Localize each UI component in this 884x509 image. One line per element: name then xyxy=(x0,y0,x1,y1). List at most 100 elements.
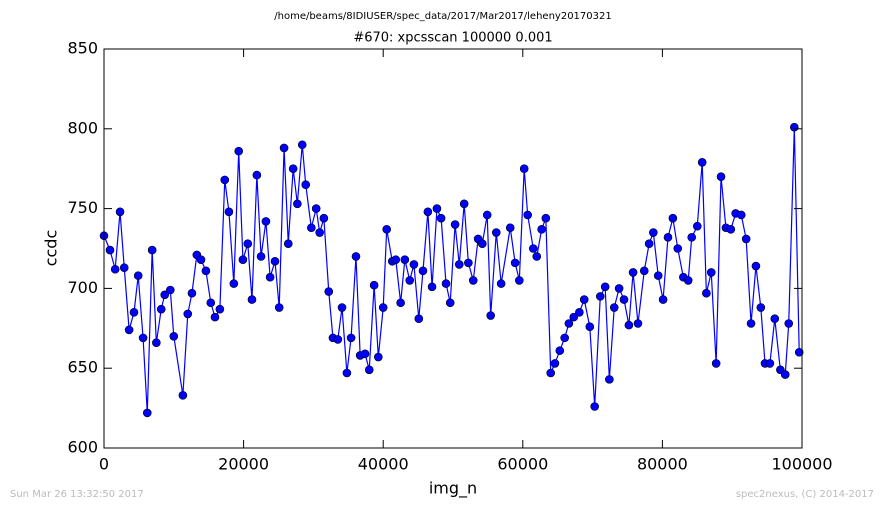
data-point xyxy=(692,221,702,231)
x-tick-label: 80000 xyxy=(637,455,688,474)
data-point xyxy=(147,245,157,255)
data-point xyxy=(391,255,401,264)
x-tick-label: 0 xyxy=(99,455,109,474)
data-point xyxy=(142,408,152,418)
data-point xyxy=(196,255,206,264)
x-tick-label: 20000 xyxy=(218,455,269,474)
data-point xyxy=(609,303,619,312)
data-point xyxy=(115,207,125,217)
data-point xyxy=(464,258,473,268)
data-point xyxy=(156,304,166,314)
data-point xyxy=(579,295,589,304)
data-point xyxy=(644,239,654,249)
data-point xyxy=(400,255,410,264)
data-point xyxy=(478,239,487,249)
data-point xyxy=(528,244,538,253)
data-point xyxy=(746,319,756,328)
y-tick-label: 750 xyxy=(67,198,98,217)
data-point xyxy=(751,261,761,271)
data-point xyxy=(496,279,506,288)
data-point xyxy=(224,207,234,217)
data-point xyxy=(374,352,383,362)
data-point xyxy=(790,122,799,132)
data-point xyxy=(450,220,460,229)
data-line xyxy=(103,127,800,413)
y-tick-label: 600 xyxy=(67,438,98,457)
data-point xyxy=(152,338,161,347)
data-point xyxy=(423,207,433,217)
data-point xyxy=(247,295,257,304)
data-point xyxy=(706,268,716,277)
data-point xyxy=(550,359,560,368)
footer-left: Sun Mar 26 13:32:50 2017 xyxy=(10,489,144,500)
data-point xyxy=(628,268,638,277)
data-point xyxy=(270,256,280,266)
data-point xyxy=(519,164,529,173)
data-point xyxy=(624,320,634,330)
data-point xyxy=(436,213,446,223)
data-point xyxy=(105,245,115,255)
data-point xyxy=(238,255,248,264)
data-point xyxy=(585,322,595,332)
data-point xyxy=(119,263,129,272)
data-point xyxy=(432,204,442,213)
data-point xyxy=(687,233,697,242)
data-point xyxy=(702,288,711,298)
data-point xyxy=(510,258,520,268)
data-point xyxy=(301,180,311,189)
data-point xyxy=(482,210,492,220)
data-point xyxy=(183,309,193,319)
x-tick-label: 60000 xyxy=(497,455,548,474)
x-tick-label: 100000 xyxy=(771,455,832,474)
plot-area: 0 20000 40000 60000 80000 100000 600 650 700 750 8… xyxy=(67,39,832,474)
data-point xyxy=(315,228,324,237)
data-point xyxy=(160,290,170,300)
data-point xyxy=(560,333,569,343)
x-tick-label: 40000 xyxy=(358,455,409,474)
data-point xyxy=(133,271,143,280)
data-point xyxy=(324,287,334,296)
data-point xyxy=(683,276,693,285)
data-point xyxy=(342,368,352,378)
data-point xyxy=(537,225,546,234)
data-point xyxy=(138,333,148,343)
data-point xyxy=(265,272,275,282)
y-tick-label: 850 xyxy=(67,39,98,58)
y-tick-label: 650 xyxy=(67,358,98,377)
data-point xyxy=(673,244,683,253)
data-point xyxy=(360,349,370,359)
y-axis-label: ccdc xyxy=(42,230,61,267)
data-point xyxy=(319,213,329,223)
data-point xyxy=(187,288,197,298)
data-point xyxy=(215,304,225,314)
data-point xyxy=(288,164,298,173)
data-point xyxy=(523,210,532,220)
y-tick-label: 800 xyxy=(67,118,98,137)
data-point xyxy=(110,264,120,274)
y-tick-label: 700 xyxy=(67,278,98,297)
data-point xyxy=(229,279,239,288)
data-point xyxy=(333,335,343,344)
data-point xyxy=(765,359,775,368)
data-point xyxy=(486,311,495,320)
data-point xyxy=(532,252,542,261)
data-point xyxy=(515,276,524,285)
data-point xyxy=(382,225,391,234)
data-point xyxy=(726,225,736,234)
data-point xyxy=(600,282,610,292)
data-point xyxy=(454,260,464,269)
data-point xyxy=(169,331,179,341)
data-point xyxy=(414,314,424,324)
data-point xyxy=(505,223,515,233)
data-point xyxy=(409,260,419,269)
footer-right: spec2nexus, (C) 2014-2017 xyxy=(736,489,874,500)
data-point xyxy=(243,239,253,249)
data-point xyxy=(653,271,663,280)
data-point xyxy=(756,303,766,312)
data-point xyxy=(649,228,658,237)
data-point xyxy=(564,319,574,328)
data-point xyxy=(178,391,188,400)
data-point xyxy=(491,228,501,237)
